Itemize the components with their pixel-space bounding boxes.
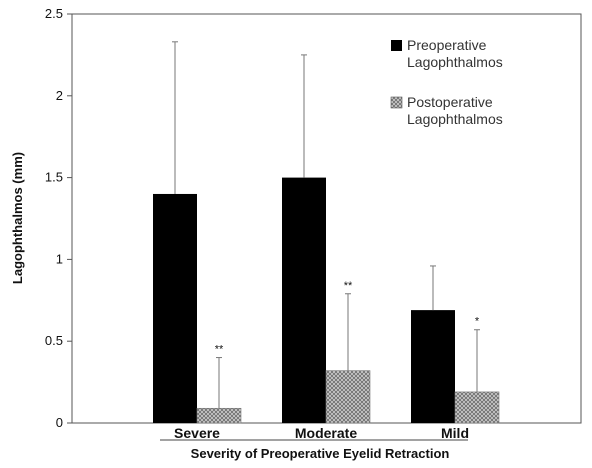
y-tick-label: 0.5: [45, 333, 63, 348]
bar-preoperative-moderate: [282, 177, 326, 423]
bars: [153, 177, 500, 424]
significance-mark: *: [475, 316, 480, 328]
significance-annotations: *****: [215, 280, 480, 356]
legend-label-preoperative-line1: Preoperative: [407, 37, 487, 53]
bar-preoperative-mild: [411, 310, 455, 423]
legend-swatch-preoperative: [391, 40, 402, 51]
legend-swatch-postoperative: [390, 96, 403, 109]
x-category-label: Severe: [174, 425, 220, 441]
legend-label-postoperative-line2: Lagophthalmos: [407, 111, 503, 127]
bar-preoperative-severe: [153, 193, 197, 423]
y-tick-label: 2.5: [45, 6, 63, 21]
y-tick-label: 1: [56, 251, 63, 266]
bar-postoperative-severe: [196, 407, 242, 424]
y-axis-label: Lagophthalmos (mm): [10, 152, 25, 284]
y-tick-label: 2: [56, 88, 63, 103]
x-axis-label: Severity of Preoperative Eyelid Retracti…: [191, 446, 450, 461]
legend: Preoperative Lagophthalmos Postoperative…: [390, 37, 503, 127]
x-category-label: Moderate: [295, 425, 357, 441]
y-tick-label: 0: [56, 415, 63, 430]
error-bars: [172, 41, 480, 409]
plot-area: [71, 13, 582, 424]
x-axis-categories: Severe Moderate Mild: [174, 425, 469, 441]
significance-mark: **: [215, 344, 224, 356]
legend-label-preoperative-line2: Lagophthalmos: [407, 54, 503, 70]
significance-mark: **: [344, 280, 353, 292]
legend-label-postoperative-line1: Postoperative: [407, 94, 493, 110]
bar-postoperative-moderate: [325, 370, 371, 424]
x-category-label: Mild: [441, 425, 469, 441]
y-tick-label: 1.5: [45, 170, 63, 185]
y-axis-ticks: 0 0.5 1 1.5 2 2.5: [45, 6, 72, 430]
bar-postoperative-mild: [454, 391, 500, 424]
